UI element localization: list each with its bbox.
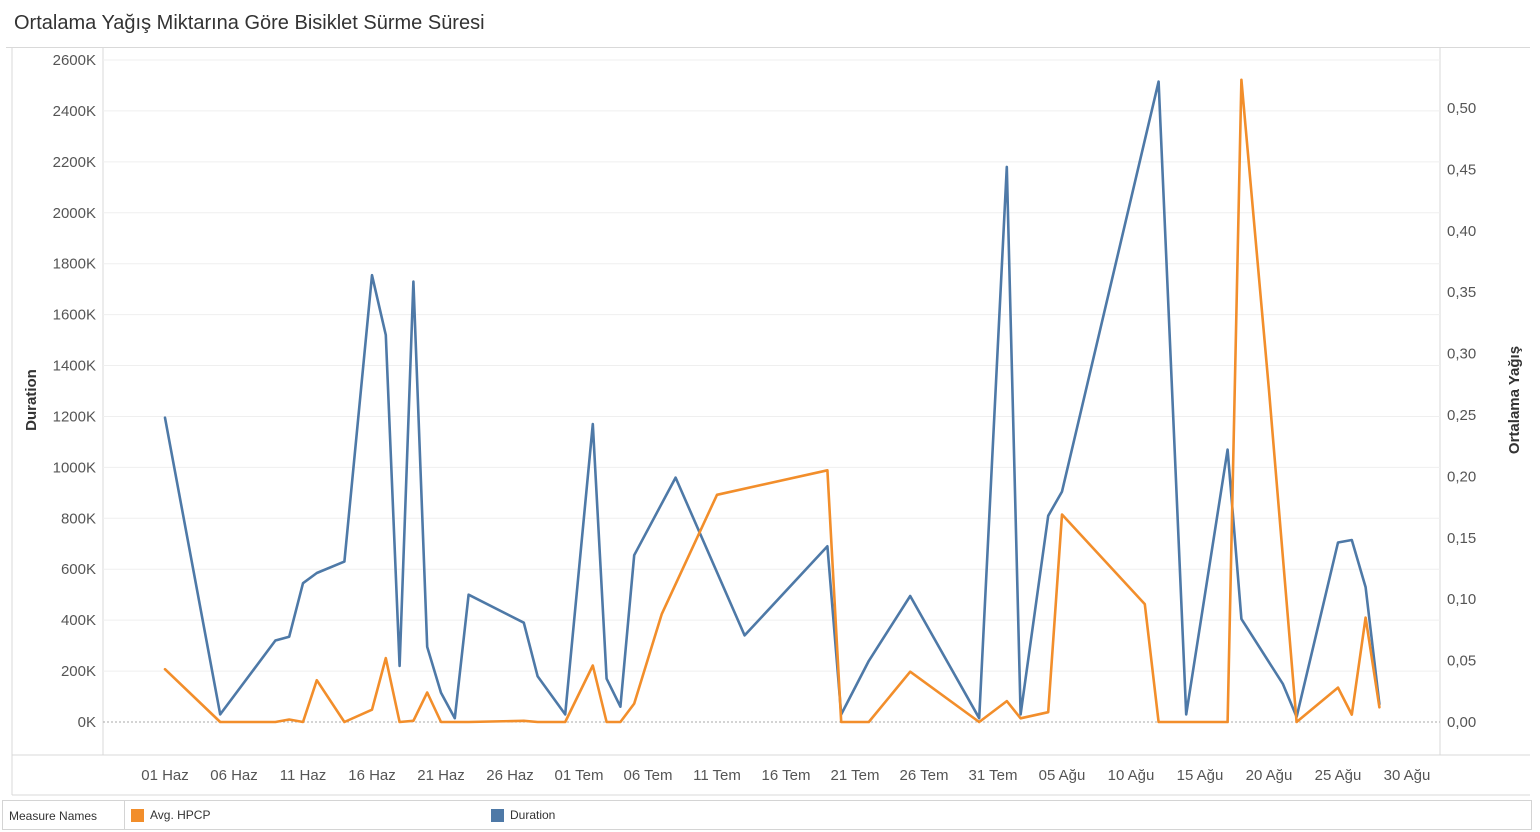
y-right-tick-label: 0,25 bbox=[1447, 407, 1476, 424]
y-left-tick-label: 2600K bbox=[53, 52, 96, 69]
legend-swatch-avg-hpcp bbox=[131, 808, 144, 822]
y-right-axis-title: Ortalama Yağış bbox=[1506, 346, 1523, 454]
y-right-tick-label: 0,50 bbox=[1447, 100, 1476, 117]
legend: Measure Names Avg. HPCP Duration bbox=[2, 800, 1532, 830]
y-right-tick-label: 0,35 bbox=[1447, 284, 1476, 301]
x-tick-label: 06 Tem bbox=[624, 767, 673, 784]
y-left-tick-label: 2400K bbox=[53, 103, 96, 120]
y-left-tick-label: 1000K bbox=[53, 459, 96, 476]
y-right-tick-label: 0,00 bbox=[1447, 714, 1476, 731]
y-right-tick-label: 0,10 bbox=[1447, 591, 1476, 608]
x-tick-label: 26 Haz bbox=[486, 767, 534, 784]
x-tick-label: 26 Tem bbox=[900, 767, 949, 784]
legend-item-avg-hpcp[interactable]: Avg. HPCP bbox=[131, 801, 210, 829]
y-left-tick-label: 1200K bbox=[53, 408, 96, 425]
legend-item-duration[interactable]: Duration bbox=[491, 801, 555, 829]
y-left-tick-label: 1400K bbox=[53, 358, 96, 375]
series-line-avg-hpcp bbox=[163, 78, 1381, 724]
y-left-tick-label: 600K bbox=[61, 561, 96, 578]
y-left-tick-label: 400K bbox=[61, 612, 96, 629]
x-tick-label: 15 Ağu bbox=[1177, 767, 1224, 784]
y-right-tick-label: 0,15 bbox=[1447, 530, 1476, 547]
y-right-tick-label: 0,40 bbox=[1447, 223, 1476, 240]
x-tick-label: 31 Tem bbox=[969, 767, 1018, 784]
chart-title: Ortalama Yağış Miktarına Göre Bisiklet S… bbox=[14, 12, 485, 34]
y-left-tick-label: 1600K bbox=[53, 307, 96, 324]
x-tick-label: 01 Tem bbox=[555, 767, 604, 784]
y-left-tick-label: 2200K bbox=[53, 154, 96, 171]
x-tick-label: 11 Haz bbox=[280, 767, 326, 784]
x-tick-label: 30 Ağu bbox=[1384, 767, 1431, 784]
series-line-duration bbox=[163, 80, 1381, 720]
x-tick-label: 21 Haz bbox=[417, 767, 465, 784]
title-divider bbox=[6, 47, 1530, 48]
x-tick-label: 01 Haz bbox=[141, 767, 189, 784]
y-left-tick-label: 0K bbox=[78, 714, 96, 731]
y-left-tick-label: 2000K bbox=[53, 205, 96, 222]
x-tick-label: 25 Ağu bbox=[1315, 767, 1362, 784]
y-right-tick-label: 0,45 bbox=[1447, 161, 1476, 178]
y-left-tick-label: 800K bbox=[61, 510, 96, 527]
legend-header: Measure Names bbox=[3, 801, 125, 829]
y-left-tick-label: 200K bbox=[61, 663, 96, 680]
y-right-tick-label: 0,30 bbox=[1447, 346, 1476, 363]
legend-label-avg-hpcp: Avg. HPCP bbox=[150, 808, 211, 822]
legend-swatch-duration bbox=[491, 808, 504, 822]
y-right-tick-label: 0,05 bbox=[1447, 653, 1476, 670]
x-tick-label: 10 Ağu bbox=[1108, 767, 1155, 784]
x-tick-label: 16 Tem bbox=[762, 767, 811, 784]
legend-label-duration: Duration bbox=[510, 808, 556, 822]
y-right-tick-label: 0,20 bbox=[1447, 468, 1476, 485]
y-left-axis-title: Duration bbox=[23, 369, 40, 431]
x-tick-label: 20 Ağu bbox=[1246, 767, 1293, 784]
x-tick-label: 16 Haz bbox=[348, 767, 396, 784]
x-tick-label: 11 Tem bbox=[693, 767, 741, 784]
x-tick-label: 05 Ağu bbox=[1039, 767, 1086, 784]
x-tick-label: 21 Tem bbox=[831, 767, 880, 784]
x-tick-label: 06 Haz bbox=[210, 767, 258, 784]
dual-axis-line-chart: 0K 200K 400K 600K 800K 1000K 1200K 1400K 1600K 18… bbox=[11, 48, 1530, 796]
y-left-tick-label: 1800K bbox=[53, 256, 96, 273]
